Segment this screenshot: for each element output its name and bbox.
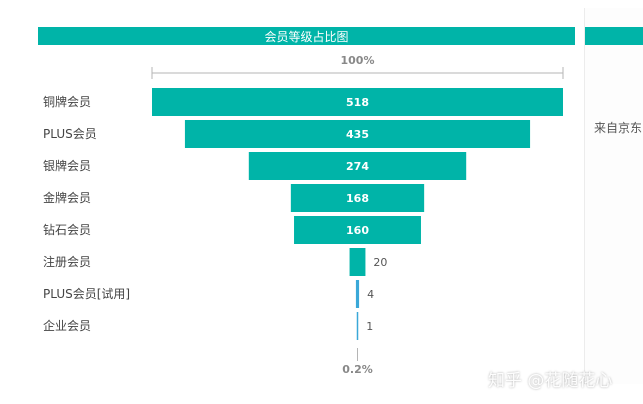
category-label: 企业会员 [43,318,91,333]
funnel-bar [294,216,421,244]
source-text: 来自京东 [594,121,643,135]
value-label: 274 [346,160,369,173]
value-label: 20 [373,256,387,269]
side-panel-title-bar [585,27,643,45]
bottom-percent-label: 0.2% [342,363,373,376]
value-label: 1 [366,320,373,333]
value-label: 160 [346,224,369,237]
funnel-bar [184,120,531,148]
category-label: 银牌会员 [43,159,91,173]
category-label: 金牌会员 [43,190,91,205]
category-label: 注册会员 [43,254,91,269]
value-label: 4 [367,288,374,301]
category-label: 铜牌会员 [43,94,91,109]
value-label: 168 [346,192,369,205]
category-label: PLUS会员 [43,127,97,141]
side-panel: 来自京东 [584,8,643,384]
category-label: 钻石会员 [43,222,91,237]
value-label: 435 [346,128,369,141]
value-label: 518 [346,96,369,109]
funnel-bar [355,280,360,308]
watermark: 知乎 @花随花心 [488,371,613,391]
funnel-bar [290,184,425,212]
top-percent-label: 100% [341,54,375,67]
funnel-bar [248,152,467,180]
funnel-bar [349,248,366,276]
funnel-bar [356,312,359,340]
funnel-bar [152,88,563,116]
category-label: PLUS会员[试用] [43,286,130,301]
chart-title: 会员等级占比图 [38,27,575,45]
